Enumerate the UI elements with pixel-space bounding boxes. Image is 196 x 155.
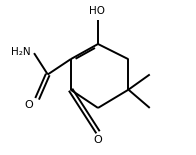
Text: O: O	[24, 100, 33, 110]
Text: HO: HO	[89, 6, 105, 16]
Text: H₂N: H₂N	[11, 47, 30, 57]
Text: O: O	[94, 135, 102, 145]
